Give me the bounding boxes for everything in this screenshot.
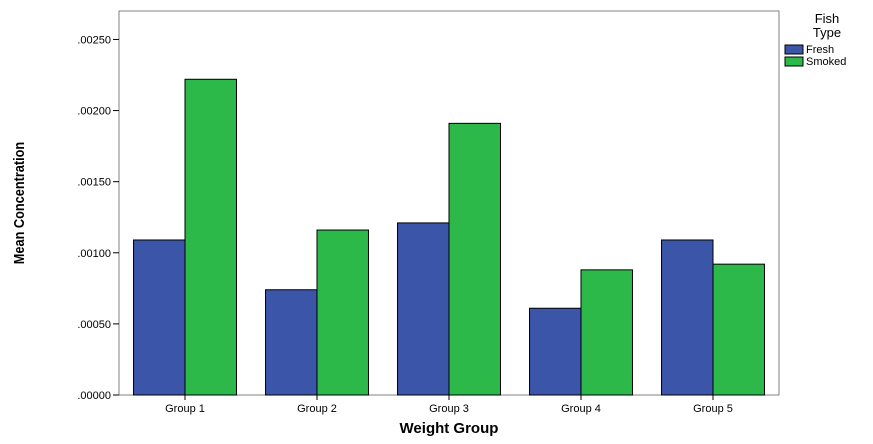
bar-fresh-2 [265, 289, 318, 396]
legend-title-line2: Type [813, 25, 841, 40]
x-tick-label: Group 3 [429, 403, 469, 415]
x-tick-label: Group 1 [165, 403, 205, 415]
bar-smoked-3 [448, 122, 501, 396]
bar-fresh-3 [397, 222, 450, 396]
x-axis: Group 1 Group 2 Group 3 Group 4 Group 5 [165, 395, 733, 415]
legend-swatch-smoked [784, 56, 804, 67]
y-axis-title: Mean Concentration [10, 142, 27, 264]
y-tick-label: .00000 [77, 390, 111, 402]
legend-title-line1: Fish [815, 11, 840, 26]
x-tick-label: Group 2 [297, 403, 337, 415]
y-tick-label: .00250 [77, 34, 111, 46]
bar-fresh-4 [529, 307, 582, 396]
x-tick-label: Group 4 [561, 403, 601, 415]
legend-label-fresh: Fresh [806, 44, 834, 56]
bar-fresh-5 [661, 239, 714, 396]
bars-group [133, 78, 765, 396]
y-axis: .00000 .00050 .00100 .00150 .00200 .00250 [77, 34, 119, 402]
legend-swatch-fresh [784, 44, 804, 55]
bar-smoked-1 [184, 78, 237, 396]
bar-fresh-1 [133, 239, 186, 396]
x-tick-label: Group 5 [693, 403, 733, 415]
bar-smoked-4 [580, 269, 633, 396]
legend-label-smoked: Smoked [806, 56, 846, 68]
y-tick-label: .00150 [77, 177, 111, 189]
y-tick-label: .00050 [77, 319, 111, 331]
y-tick-label: .00100 [77, 248, 111, 260]
bar-smoked-5 [712, 263, 765, 396]
y-tick-label: .00200 [77, 106, 111, 118]
x-axis-title: Weight Group [400, 420, 499, 437]
bar-smoked-2 [316, 229, 369, 396]
